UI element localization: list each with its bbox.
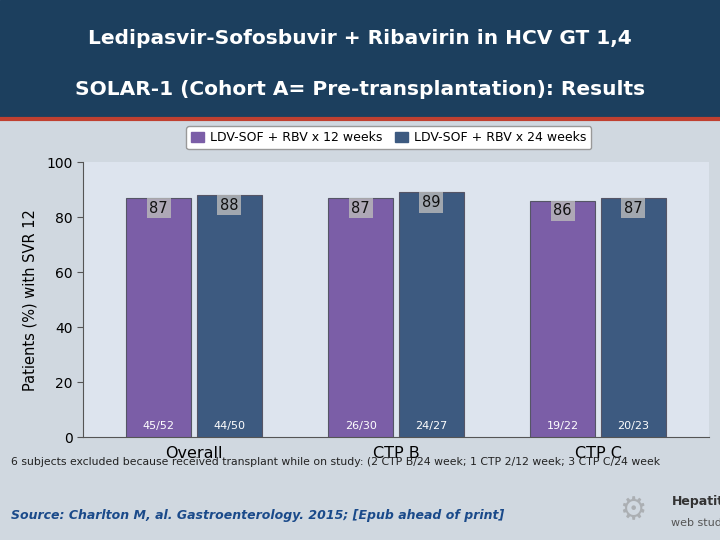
- Text: Hepatitis: Hepatitis: [671, 495, 720, 508]
- Text: 24/27: 24/27: [415, 421, 448, 430]
- Text: 26/30: 26/30: [345, 421, 377, 430]
- Text: 87: 87: [624, 200, 643, 215]
- Text: 19/22: 19/22: [546, 421, 579, 430]
- Bar: [197, 195, 261, 437]
- Bar: [601, 198, 666, 437]
- Text: ⚙: ⚙: [618, 496, 647, 525]
- Text: 45/52: 45/52: [143, 421, 174, 430]
- Bar: [399, 192, 464, 437]
- Text: 6 subjects excluded because received transplant while on study: (2 CTP B/24 week: 6 subjects excluded because received tra…: [11, 457, 660, 467]
- Text: Source: Charlton M, al. Gastroenterology. 2015; [Epub ahead of print]: Source: Charlton M, al. Gastroenterology…: [11, 509, 504, 522]
- Bar: [531, 200, 595, 437]
- Text: 44/50: 44/50: [213, 421, 246, 430]
- Text: 87: 87: [351, 200, 370, 215]
- Text: 88: 88: [220, 198, 238, 213]
- Y-axis label: Patients (%) with SVR 12: Patients (%) with SVR 12: [22, 209, 37, 390]
- Text: 86: 86: [554, 203, 572, 218]
- Text: Ledipasvir-Sofosbuvir + Ribavirin in HCV GT 1,4: Ledipasvir-Sofosbuvir + Ribavirin in HCV…: [88, 29, 632, 48]
- Text: 89: 89: [422, 195, 441, 210]
- Text: web study: web study: [671, 518, 720, 528]
- Text: SOLAR-1 (Cohort A= Pre-transplantation): Results: SOLAR-1 (Cohort A= Pre-transplantation):…: [75, 79, 645, 99]
- Text: 87: 87: [149, 200, 168, 215]
- Bar: [126, 198, 191, 437]
- Bar: [328, 198, 393, 437]
- Text: 20/23: 20/23: [618, 421, 649, 430]
- Legend: LDV-SOF + RBV x 12 weeks, LDV-SOF + RBV x 24 weeks: LDV-SOF + RBV x 12 weeks, LDV-SOF + RBV …: [186, 126, 591, 149]
